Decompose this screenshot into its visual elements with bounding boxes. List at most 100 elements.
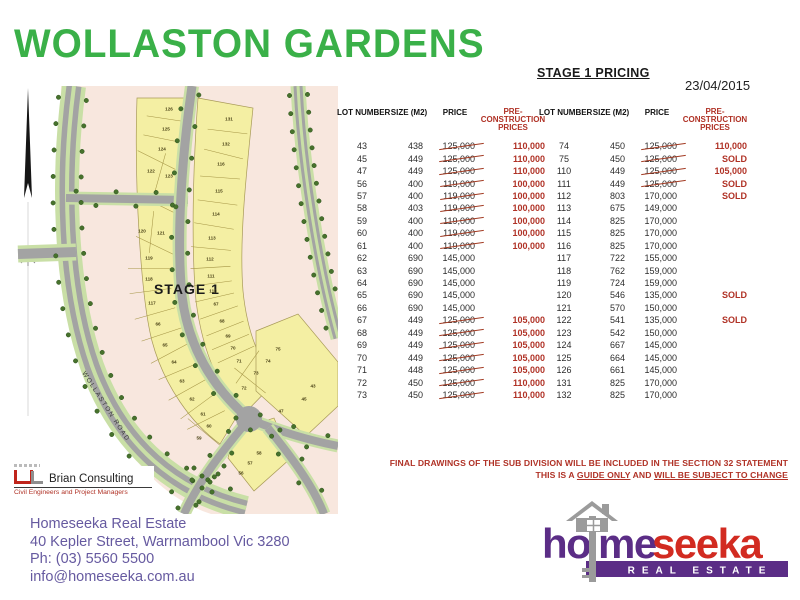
house-key-icon: [566, 501, 618, 582]
agency-email[interactable]: info@homeseeka.com.au: [30, 568, 195, 585]
price-value: 145,000: [442, 265, 475, 276]
price-cell: 135,000: [633, 290, 681, 300]
agency-contact-block: Homeseeka Real Estate 40 Kepler Street, …: [30, 516, 290, 586]
price-cell: 145,000: [431, 303, 479, 313]
pre-header-line1: PRE-: [705, 107, 725, 116]
pre-construction-cell: 100,000: [512, 190, 545, 201]
tree-icon: [164, 451, 170, 457]
pre-header-line2: CONSTRUCTION: [682, 115, 748, 124]
pre-construction-cell: 105,000: [714, 166, 747, 177]
table-row: 113 675 149,000: [539, 202, 753, 214]
size-cell: 825: [609, 215, 625, 226]
homeseeka-logo: ho me seeka REAL ESTATE: [542, 501, 788, 582]
pre-header-line1: PRE-: [503, 107, 523, 116]
price-value: 155,000: [644, 253, 677, 264]
price-value: 145,000: [644, 340, 677, 351]
logo-bar: [586, 561, 788, 577]
price-cell: 125,000: [431, 365, 479, 375]
tree-icon: [83, 98, 89, 103]
tree-icon: [109, 432, 115, 437]
table-row: 70 449 125,000 105,000: [337, 351, 551, 363]
price-cell: 149,000: [633, 203, 681, 213]
lot-number-label: 60: [206, 424, 212, 429]
price-cell: 150,000: [633, 303, 681, 313]
lot-number-label: 66: [155, 322, 161, 327]
price-struck: 125,000: [644, 166, 677, 177]
price-cell: 125,000: [633, 179, 681, 189]
tree-icon: [189, 477, 195, 483]
tree-icon: [174, 138, 180, 144]
tree-icon: [209, 489, 215, 495]
lot-number-label: 124: [158, 147, 166, 152]
size-cell: 661: [609, 365, 625, 376]
tree-icon: [169, 267, 175, 273]
pre-construction-cell: 100,000: [512, 240, 545, 251]
price-cell: 145,000: [633, 353, 681, 363]
price-cell: 125,000: [431, 141, 479, 151]
lot-number-cell: 120: [556, 290, 572, 301]
price-struck: 125,000: [442, 315, 475, 326]
agency-phone[interactable]: Ph: (03) 5560 5500: [30, 551, 155, 567]
price-cell: 170,000: [633, 191, 681, 201]
lot-number-cell: 110: [556, 166, 572, 177]
tree-icon: [171, 170, 177, 176]
lot-number-label: 118: [145, 277, 153, 282]
tree-icon: [288, 111, 294, 117]
lot-number-cell: 111: [557, 178, 571, 189]
tree-icon: [113, 189, 119, 195]
size-cell: 667: [609, 340, 625, 351]
table-row: 43 438 125,000 110,000: [337, 140, 551, 152]
lot-number-cell: 112: [556, 190, 572, 201]
size-cell: 400: [407, 215, 423, 226]
size-cell: 400: [407, 240, 423, 251]
size-cell: 724: [609, 278, 625, 289]
lot-number-cell: 63: [356, 265, 367, 276]
tree-icon: [229, 450, 235, 456]
tree-icon: [311, 163, 317, 169]
price-cell: 145,000: [633, 365, 681, 375]
logo-tagline: REAL ESTATE: [628, 566, 773, 577]
pricing-table-right: LOT NUMBER SIZE (M2) PRICE PRE- CONSTRUC…: [539, 108, 753, 401]
price-value: 159,000: [644, 278, 677, 289]
stage-pricing-heading: STAGE 1 PRICING: [537, 66, 650, 80]
lot-number-cell: 67: [356, 315, 367, 326]
table-row: 122 541 135,000 SOLD: [539, 314, 753, 326]
size-cell: 450: [407, 377, 423, 388]
col-size: SIZE (M2): [592, 108, 630, 117]
pre-construction-cell: 100,000: [512, 203, 545, 214]
pre-construction-cell: SOLD: [721, 153, 747, 164]
price-struck: 125,000: [442, 389, 475, 400]
price-cell: 119,000: [431, 216, 479, 226]
table-row: 62 690 145,000: [337, 252, 551, 264]
price-cell: 125,000: [633, 166, 681, 176]
size-cell: 403: [407, 203, 423, 214]
pre-construction-cell: 100,000: [512, 215, 545, 226]
price-cell: 145,000: [431, 253, 479, 263]
pre-construction-cell: 105,000: [512, 352, 545, 363]
size-cell: 664: [609, 352, 625, 363]
lot-number-cell: 124: [556, 340, 572, 351]
tree-icon: [179, 332, 185, 338]
table-row: 67 449 125,000 105,000: [337, 314, 551, 326]
lot-number-label: 59: [196, 436, 202, 441]
brian-consulting-tagline: Civil Engineers and Project Managers: [14, 489, 128, 496]
brian-consulting-block: Brian Consulting Civil Engineers and Pro…: [12, 464, 154, 498]
table-row: 66 690 145,000: [337, 302, 551, 314]
tree-icon: [87, 301, 93, 307]
price-cell: 125,000: [431, 166, 479, 176]
price-value: 170,000: [644, 228, 677, 239]
lot-number-label: 67: [213, 302, 219, 307]
size-cell: 541: [609, 315, 625, 326]
lot-number-label: 75: [275, 347, 281, 352]
tree-icon: [191, 465, 197, 471]
tree-icon: [93, 325, 98, 331]
price-value: 145,000: [442, 302, 475, 313]
price-cell: 125,000: [431, 315, 479, 325]
price-value: 170,000: [644, 190, 677, 201]
table-row: 117 722 155,000: [539, 252, 753, 264]
tree-icon: [293, 165, 299, 171]
tree-icon: [175, 505, 181, 511]
disclaimer: FINAL DRAWINGS OF THE SUB DIVISION WILL …: [368, 458, 788, 481]
table-row: 120 546 135,000 SOLD: [539, 289, 753, 301]
table-row: 111 449 125,000 SOLD: [539, 177, 753, 189]
